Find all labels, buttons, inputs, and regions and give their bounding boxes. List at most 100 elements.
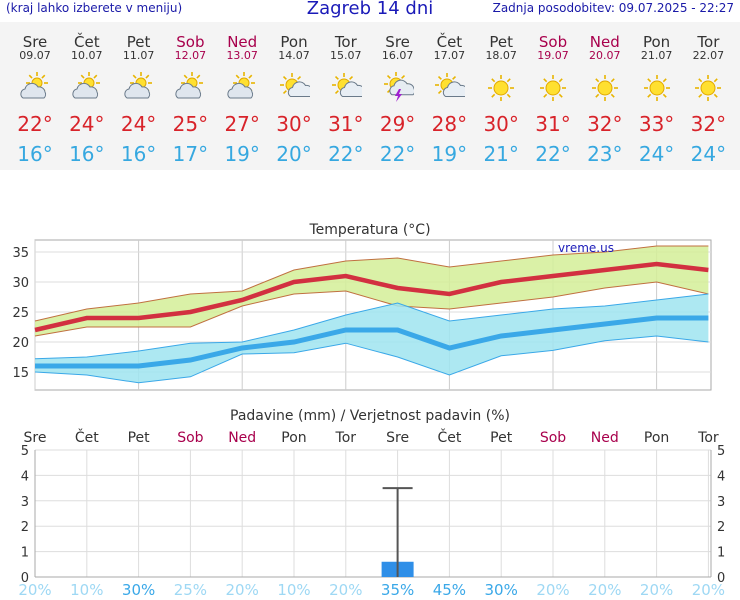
day-name: Čet: [74, 33, 100, 51]
x-tick-label: Ned: [228, 430, 256, 446]
day-column: Tor 15.07 31° 22°: [320, 22, 372, 170]
precipitation-probability: 25%: [174, 581, 207, 597]
thunderstorm-icon: [382, 72, 415, 104]
min-range-band-lower-edge: [34, 335, 709, 384]
partly-cloudy-icon: [123, 72, 155, 104]
precipitation-probability: 35%: [381, 581, 414, 597]
min-temperature: 22°: [379, 142, 416, 166]
day-name: Ned: [589, 33, 620, 51]
y-tick-label-left: 0: [21, 571, 29, 586]
precipitation-probability: 45%: [433, 581, 466, 597]
max-temperature: 29°: [379, 112, 416, 136]
min-temperature: 16°: [120, 142, 157, 166]
day-date: 19.07: [537, 49, 569, 62]
precipitation-probability: 20%: [692, 581, 725, 597]
page-title: Zagreb 14 dni: [306, 0, 434, 19]
max-range-band-upper-edge: [34, 245, 709, 322]
x-tick-label: Ned: [591, 430, 619, 446]
day-name: Sre: [385, 33, 410, 51]
min-temperature: 23°: [587, 142, 623, 166]
x-tick-label: Sob: [177, 430, 203, 446]
day-name: Sob: [538, 33, 568, 51]
y-tick-label-right: 0: [717, 571, 725, 586]
max-temperature: 27°: [224, 112, 260, 136]
min-temperature-line: [35, 315, 709, 369]
day-column: Pon 14.07 30° 20°: [268, 22, 320, 170]
max-temperature: 28°: [431, 112, 468, 136]
x-tick-label: Čet: [437, 428, 461, 446]
day-column: Sre 16.07 29° 22°: [372, 22, 424, 170]
x-tick-label: Tor: [335, 430, 357, 446]
x-tick-label: Sob: [540, 430, 566, 446]
y-tick-label-left: 2: [21, 520, 29, 535]
max-temperature: 25°: [172, 112, 209, 136]
location-hint: (kraj lahko izberete v meniju): [6, 1, 183, 15]
max-temperature: 32°: [587, 112, 623, 136]
y-tick-label: 20: [12, 336, 29, 351]
y-tick-label: 15: [12, 366, 29, 381]
day-name: Tor: [697, 33, 720, 51]
day-column: Čet 17.07 28° 19°: [423, 22, 475, 170]
plot-area: [35, 450, 711, 577]
partly-cloudy-icon: [19, 72, 51, 104]
sun-cloud-icon: [330, 72, 366, 104]
y-tick-label-left: 5: [21, 444, 29, 459]
max-temperature: 31°: [328, 112, 364, 136]
max-temperature: 30°: [483, 112, 519, 136]
min-temperature: 24°: [690, 142, 727, 166]
day-date: 12.07: [174, 49, 207, 62]
min-temperature: 16°: [17, 142, 53, 166]
x-tick-label: Pon: [644, 430, 669, 446]
partly-cloudy-icon: [174, 72, 206, 104]
last-updated: Zadnja posodobitev: 09.07.2025 - 22:27: [492, 1, 734, 15]
max-temperature-line: [34, 261, 709, 333]
day-date: 13.07: [226, 49, 258, 62]
min-temperature: 16°: [69, 142, 105, 166]
precipitation-probability: 20%: [588, 581, 621, 597]
x-tick-label: Čet: [75, 428, 99, 446]
day-date: 18.07: [485, 49, 517, 62]
x-tick-label: Tor: [697, 430, 719, 446]
y-tick-label-right: 4: [717, 469, 725, 484]
y-tick-label: 35: [12, 246, 29, 261]
sun-icon: [589, 72, 621, 104]
x-tick-label: Sre: [386, 430, 409, 446]
sun-cloud-icon: [278, 72, 314, 104]
x-tick-label: Pon: [281, 430, 306, 446]
day-date: 10.07: [71, 49, 103, 62]
sun-icon: [485, 72, 517, 104]
precipitation-probability: 10%: [70, 581, 103, 597]
day-date: 09.07: [19, 49, 51, 62]
day-name: Pet: [126, 33, 151, 51]
precipitation-probability: 30%: [122, 581, 155, 597]
x-tick-label: Pet: [128, 430, 151, 446]
max-range-band: [35, 246, 709, 336]
day-column: Pon 21.07 33° 24°: [631, 22, 683, 170]
chart-title: Padavine (mm) / Verjetnost padavin (%): [230, 408, 510, 424]
max-temperature: 33°: [638, 112, 675, 136]
precipitation-chart: Padavine (mm) / Verjetnost padavin (%) Sr…: [18, 408, 725, 597]
y-tick-label-left: 1: [21, 546, 29, 561]
max-range-band-lower-edge: [34, 281, 709, 337]
min-range-band-upper-edge: [34, 293, 709, 360]
daily-forecast-strip: Sre 09.07 22° 16° Čet 10.07 24° 16° Pet 11.07 24° 1…: [0, 22, 740, 170]
day-name: Ned: [227, 33, 258, 51]
precipitation-probability: 10%: [277, 581, 310, 597]
day-name: Pon: [642, 33, 671, 51]
day-column: Sob 19.07 31° 22°: [527, 22, 579, 170]
chart-title: Temperatura (°C): [308, 222, 430, 238]
max-temperature: 30°: [276, 112, 312, 136]
y-tick-label: 30: [12, 276, 29, 291]
day-date: 15.07: [330, 49, 362, 62]
min-range-band: [35, 294, 709, 383]
y-tick-label-right: 3: [717, 495, 725, 510]
y-tick-label-right: 1: [717, 546, 725, 561]
min-temperature: 17°: [172, 142, 209, 166]
precipitation-probability: 20%: [640, 581, 673, 597]
precipitation-probability: 30%: [485, 581, 518, 597]
day-date: 14.07: [278, 49, 310, 62]
y-tick-label-left: 4: [21, 469, 29, 484]
day-name: Sob: [176, 33, 205, 51]
sun-icon: [537, 72, 569, 104]
day-name: Čet: [436, 33, 463, 51]
